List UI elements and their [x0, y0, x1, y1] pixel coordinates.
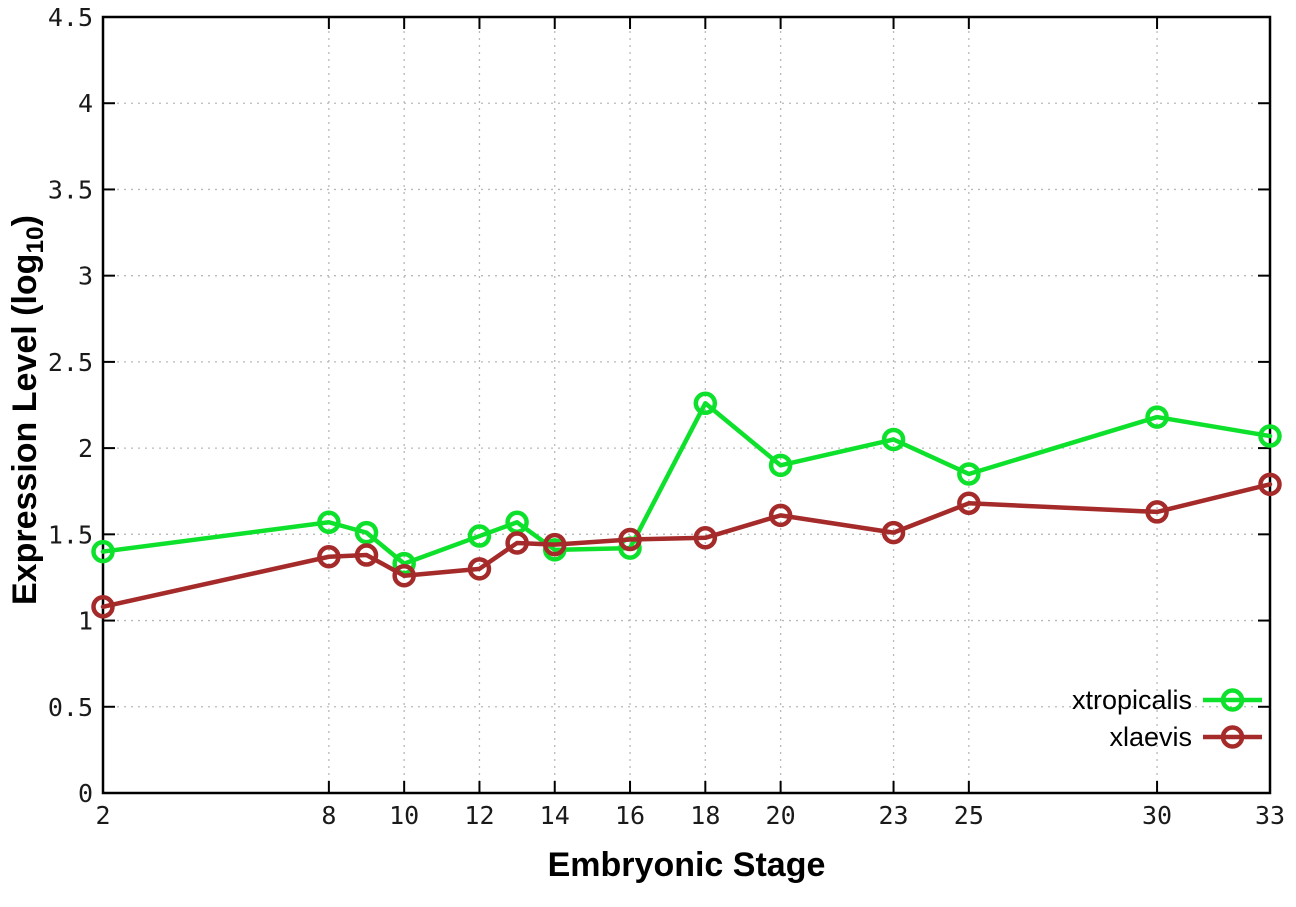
y-tick-label: 3.5 [48, 175, 93, 204]
x-axis-label: Embryonic Stage [547, 846, 826, 884]
y-axis-label-suffix: ) [6, 215, 44, 227]
y-tick-label: 3 [78, 262, 93, 291]
legend-label-xtropicalis: xtropicalis [1072, 685, 1192, 715]
data-point-xtropicalis [1258, 424, 1282, 448]
data-point-xlaevis [693, 526, 718, 550]
legend-item-xtropicalis: xtropicalis [1072, 685, 1262, 715]
x-tick-label: 10 [389, 801, 419, 830]
legend-sample-marker [1220, 688, 1245, 712]
data-point-xlaevis [1145, 500, 1169, 524]
x-tick-label: 18 [690, 801, 720, 830]
legend-sample-marker [1220, 725, 1245, 749]
plot-border [101, 15, 1272, 795]
y-tick-label: 1 [78, 607, 93, 636]
legend-label-xlaevis: xlaevis [1109, 722, 1192, 752]
y-axis-label: Expression Level (log10) [6, 17, 49, 803]
data-point-xtropicalis [957, 462, 981, 486]
y-tick-label: 0 [78, 779, 93, 808]
x-tick-label: 33 [1255, 801, 1285, 830]
data-point-xlaevis [392, 563, 416, 588]
data-point-xlaevis [957, 491, 981, 516]
data-point-xtropicalis [91, 539, 115, 564]
y-tick-label: 2 [78, 434, 93, 463]
x-tick-label: 25 [954, 801, 984, 830]
data-point-xlaevis [542, 532, 567, 557]
data-point-xtropicalis [354, 520, 379, 545]
data-point-xlaevis [91, 595, 115, 619]
data-point-xlaevis [354, 543, 379, 567]
data-point-xlaevis [881, 520, 906, 545]
y-tick-label: 4.5 [48, 3, 93, 32]
data-point-xlaevis [768, 503, 793, 528]
data-point-xtropicalis [693, 391, 718, 416]
y-axis-label-subscript: 10 [21, 226, 49, 254]
data-point-xlaevis [317, 545, 341, 569]
y-axis-label-text: Expression Level (log [6, 253, 44, 605]
y-tick-label: 0.5 [48, 693, 93, 722]
data-point-xtropicalis [467, 524, 492, 548]
data-point-xlaevis [467, 557, 492, 581]
y-tick-label: 4 [78, 89, 93, 118]
x-tick-label: 2 [95, 801, 110, 830]
data-point-xtropicalis [1145, 405, 1169, 429]
series-line-xlaevis [100, 482, 1273, 610]
legend-item-xlaevis: xlaevis [1109, 722, 1262, 752]
data-point-xlaevis [618, 527, 642, 552]
x-tick-label: 23 [878, 801, 908, 830]
data-point-xtropicalis [317, 510, 341, 535]
x-tick-label: 20 [766, 801, 796, 830]
data-point-xtropicalis [392, 551, 416, 576]
data-point-xlaevis [1258, 472, 1282, 497]
y-tick-label: 1.5 [48, 520, 93, 549]
data-point-xlaevis [505, 531, 529, 555]
data-point-xtropicalis [768, 453, 793, 478]
x-tick-label: 14 [540, 801, 570, 830]
x-tick-label: 16 [615, 801, 645, 830]
x-tick-label: 8 [321, 801, 336, 830]
x-tick-label: 30 [1142, 801, 1172, 830]
y-tick-label: 2.5 [48, 348, 93, 377]
x-tick-label: 12 [464, 801, 494, 830]
data-point-xtropicalis [881, 427, 906, 452]
